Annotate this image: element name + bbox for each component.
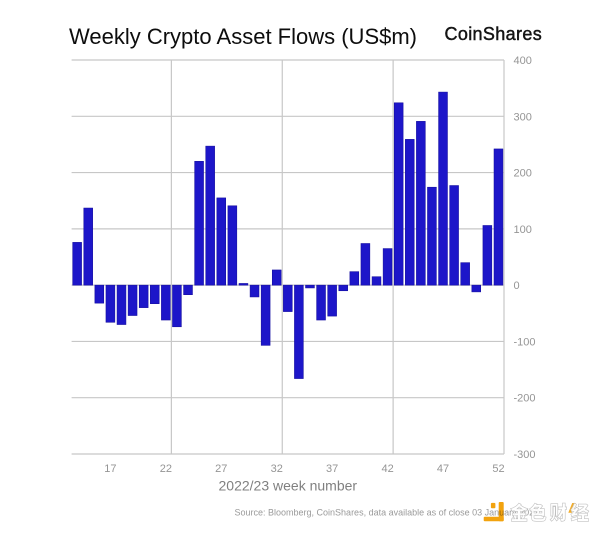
svg-text:22: 22: [160, 463, 172, 475]
svg-text:32: 32: [271, 463, 283, 475]
svg-text:300: 300: [514, 111, 532, 123]
svg-text:52: 52: [492, 463, 504, 475]
svg-text:27: 27: [215, 463, 227, 475]
svg-text:37: 37: [326, 463, 338, 475]
svg-text:-200: -200: [514, 393, 536, 405]
svg-text:-100: -100: [514, 336, 536, 348]
svg-text:200: 200: [514, 168, 532, 180]
svg-text:400: 400: [514, 55, 532, 67]
svg-text:42: 42: [381, 463, 393, 475]
svg-text:-300: -300: [514, 449, 536, 461]
svg-text:17: 17: [104, 463, 116, 475]
svg-text:47: 47: [437, 463, 449, 475]
svg-text:Source: Bloomberg, CoinShares,: Source: Bloomberg, CoinShares, data avai…: [235, 507, 540, 517]
svg-text:2022/23 week number: 2022/23 week number: [219, 478, 358, 494]
svg-text:100: 100: [514, 224, 532, 236]
svg-text:0: 0: [514, 280, 520, 292]
